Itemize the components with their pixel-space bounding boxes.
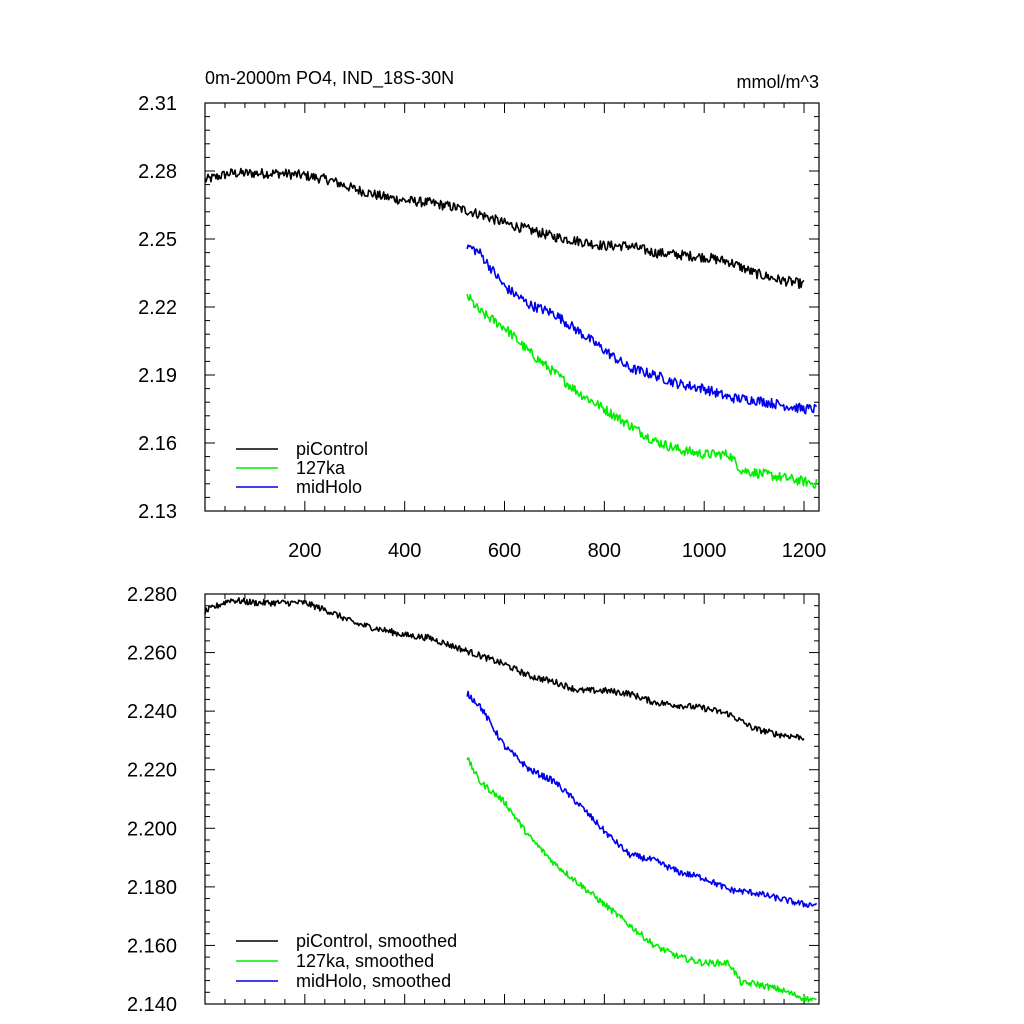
- top-panel: 0m-2000m PO4, IND_18S-30N mmol/m^3 200 40…: [138, 68, 826, 562]
- y-tick-label: 2.240: [127, 701, 177, 723]
- legend-label: piControl, smoothed: [296, 931, 457, 951]
- x-tick-label: 1200: [782, 540, 827, 562]
- series-line-midholo-smoothed: [466, 690, 818, 909]
- series-line-midholo: [466, 244, 818, 415]
- legend-label: 127ka: [296, 458, 346, 478]
- y-tick-label: 2.28: [138, 161, 177, 183]
- top-chart-units: mmol/m^3: [737, 72, 819, 92]
- legend-label: 127ka, smoothed: [296, 951, 434, 971]
- y-tick-label: 2.140: [127, 994, 177, 1016]
- series-line-127ka-smoothed: [466, 757, 817, 1003]
- y-tick-label: 2.200: [127, 818, 177, 840]
- y-tick-label: 2.31: [138, 93, 177, 115]
- x-tick-label: 400: [388, 540, 421, 562]
- top-chart-title: 0m-2000m PO4, IND_18S-30N: [205, 68, 454, 89]
- y-tick-label: 2.22: [138, 297, 177, 319]
- x-tick-label: 600: [488, 540, 521, 562]
- x-tick-label: 1000: [682, 540, 727, 562]
- bottom-panel: 2.140 2.160 2.180 2.200 2.220 2.240 2.260 2.280…: [127, 584, 820, 1016]
- series-line-picontrol: [204, 167, 805, 290]
- top-axes: 200 400 600 800 1000 1200 2.13 2.16 2.19 2.22 2.25…: [138, 93, 826, 562]
- y-tick-label: 2.16: [138, 433, 177, 455]
- legend-label: midHolo, smoothed: [296, 971, 451, 991]
- bottom-series-lines: [204, 597, 818, 1003]
- y-tick-label: 2.25: [138, 229, 177, 251]
- y-tick-label: 2.280: [127, 584, 177, 606]
- x-tick-label: 800: [588, 540, 621, 562]
- y-tick-label: 2.160: [127, 935, 177, 957]
- legend-label: piControl: [296, 439, 368, 459]
- legend-label: midHolo: [296, 477, 362, 497]
- y-tick-label: 2.260: [127, 643, 177, 665]
- series-line-127ka: [466, 293, 818, 489]
- y-tick-label: 2.19: [138, 365, 177, 387]
- bottom-plot-frame: [204, 593, 820, 1005]
- top-series-lines: [204, 167, 818, 489]
- y-tick-label: 2.13: [138, 501, 177, 523]
- series-line-picontrol-smoothed: [204, 597, 805, 741]
- y-tick-label: 2.180: [127, 877, 177, 899]
- x-tick-label: 200: [288, 540, 321, 562]
- bottom-axes: 2.140 2.160 2.180 2.200 2.220 2.240 2.260 2.280: [127, 584, 819, 1016]
- y-tick-label: 2.220: [127, 760, 177, 782]
